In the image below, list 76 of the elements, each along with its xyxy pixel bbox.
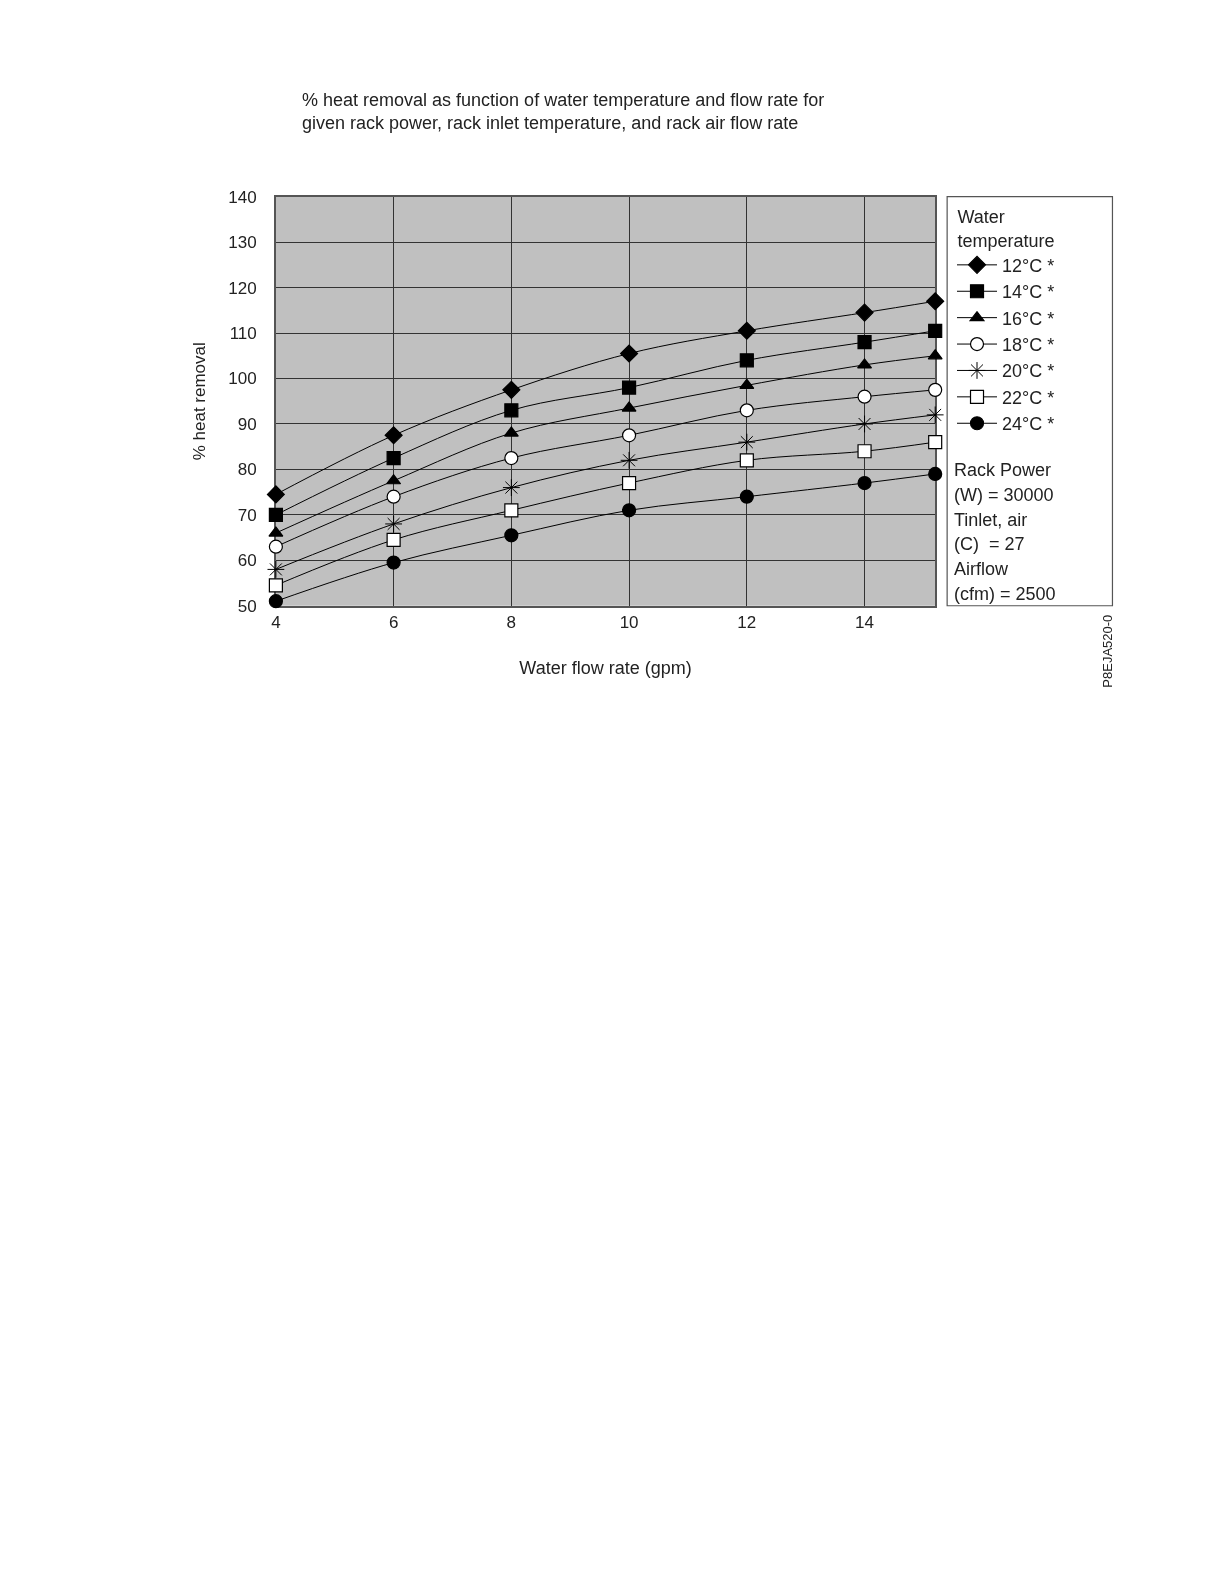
point <box>268 507 283 522</box>
point <box>855 303 874 322</box>
y-tick-label: 100 <box>228 369 257 389</box>
point <box>857 475 872 491</box>
legend-label: 24°C * <box>1002 414 1055 435</box>
legend-label: 18°C * <box>1002 335 1055 356</box>
point <box>620 344 639 363</box>
point <box>504 528 519 543</box>
point <box>926 405 945 424</box>
point <box>928 466 943 482</box>
point <box>857 335 872 350</box>
point <box>928 435 943 450</box>
point <box>739 353 754 368</box>
point <box>268 539 283 554</box>
text: Tinlet, air <box>954 510 1028 530</box>
x-tick-label: 8 <box>506 612 517 632</box>
point <box>504 503 519 518</box>
point <box>268 594 283 609</box>
y-tick-label: 80 <box>237 460 257 480</box>
legend-label: 12°C * <box>1002 255 1055 276</box>
point <box>621 475 637 491</box>
text: (C) = 27 <box>954 534 1025 554</box>
point <box>384 426 403 445</box>
text: (W) = 30000 <box>954 485 1054 505</box>
point <box>739 453 754 468</box>
text: P8EJA520-0 <box>1100 614 1116 688</box>
legend-label: 20°C * <box>1002 361 1055 382</box>
text: (cfm) = 2500 <box>954 584 1056 604</box>
legend-label: 16°C * <box>1002 308 1055 329</box>
x-axis-title: Water flow rate (gpm) <box>519 657 692 678</box>
point <box>928 382 943 397</box>
point <box>855 415 874 433</box>
point <box>739 403 754 418</box>
y-tick-label: 110 <box>229 324 257 344</box>
point <box>502 380 521 399</box>
point <box>620 451 638 470</box>
x-tick-label: 14 <box>855 612 875 632</box>
point <box>266 485 285 504</box>
point <box>739 489 754 504</box>
y-tick-label: 130 <box>228 233 257 253</box>
point <box>928 323 943 338</box>
point <box>504 403 519 418</box>
x-tick-label: 4 <box>271 612 281 632</box>
point <box>384 515 403 533</box>
legend-label: 14°C * <box>1002 282 1055 303</box>
point <box>737 321 756 340</box>
point <box>386 450 401 466</box>
y-tick-label: 70 <box>237 505 257 525</box>
text: Airflow <box>954 559 1010 579</box>
point <box>386 489 401 504</box>
point <box>857 389 872 404</box>
y-tick-label: 140 <box>228 187 257 207</box>
y-tick-label: 120 <box>228 278 257 298</box>
point <box>504 450 519 466</box>
point <box>737 433 756 452</box>
point <box>857 444 872 459</box>
x-tick-label: 6 <box>388 612 399 632</box>
text: Rack Power <box>954 460 1052 480</box>
y-axis-title: % heat removal <box>190 342 210 461</box>
legend-title: Water temperature <box>957 207 1055 251</box>
legend-label: 22°C * <box>1002 387 1055 408</box>
point <box>386 532 401 547</box>
point <box>621 380 637 395</box>
y-tick-label: 60 <box>237 551 257 571</box>
y-tick-label: 90 <box>237 414 257 434</box>
point <box>266 560 285 579</box>
x-tick-label: 12 <box>737 612 757 632</box>
x-tick-label: 10 <box>619 612 639 632</box>
chart-title: % heat removal as function of water temperature and flow rate for given rack power, rack inlet temperature, and rack air flow rate <box>302 90 825 134</box>
point <box>268 578 283 593</box>
point <box>621 428 637 443</box>
point <box>386 555 401 570</box>
point <box>926 292 945 311</box>
point <box>621 503 637 518</box>
point <box>502 478 521 497</box>
y-tick-label: 50 <box>237 596 257 616</box>
